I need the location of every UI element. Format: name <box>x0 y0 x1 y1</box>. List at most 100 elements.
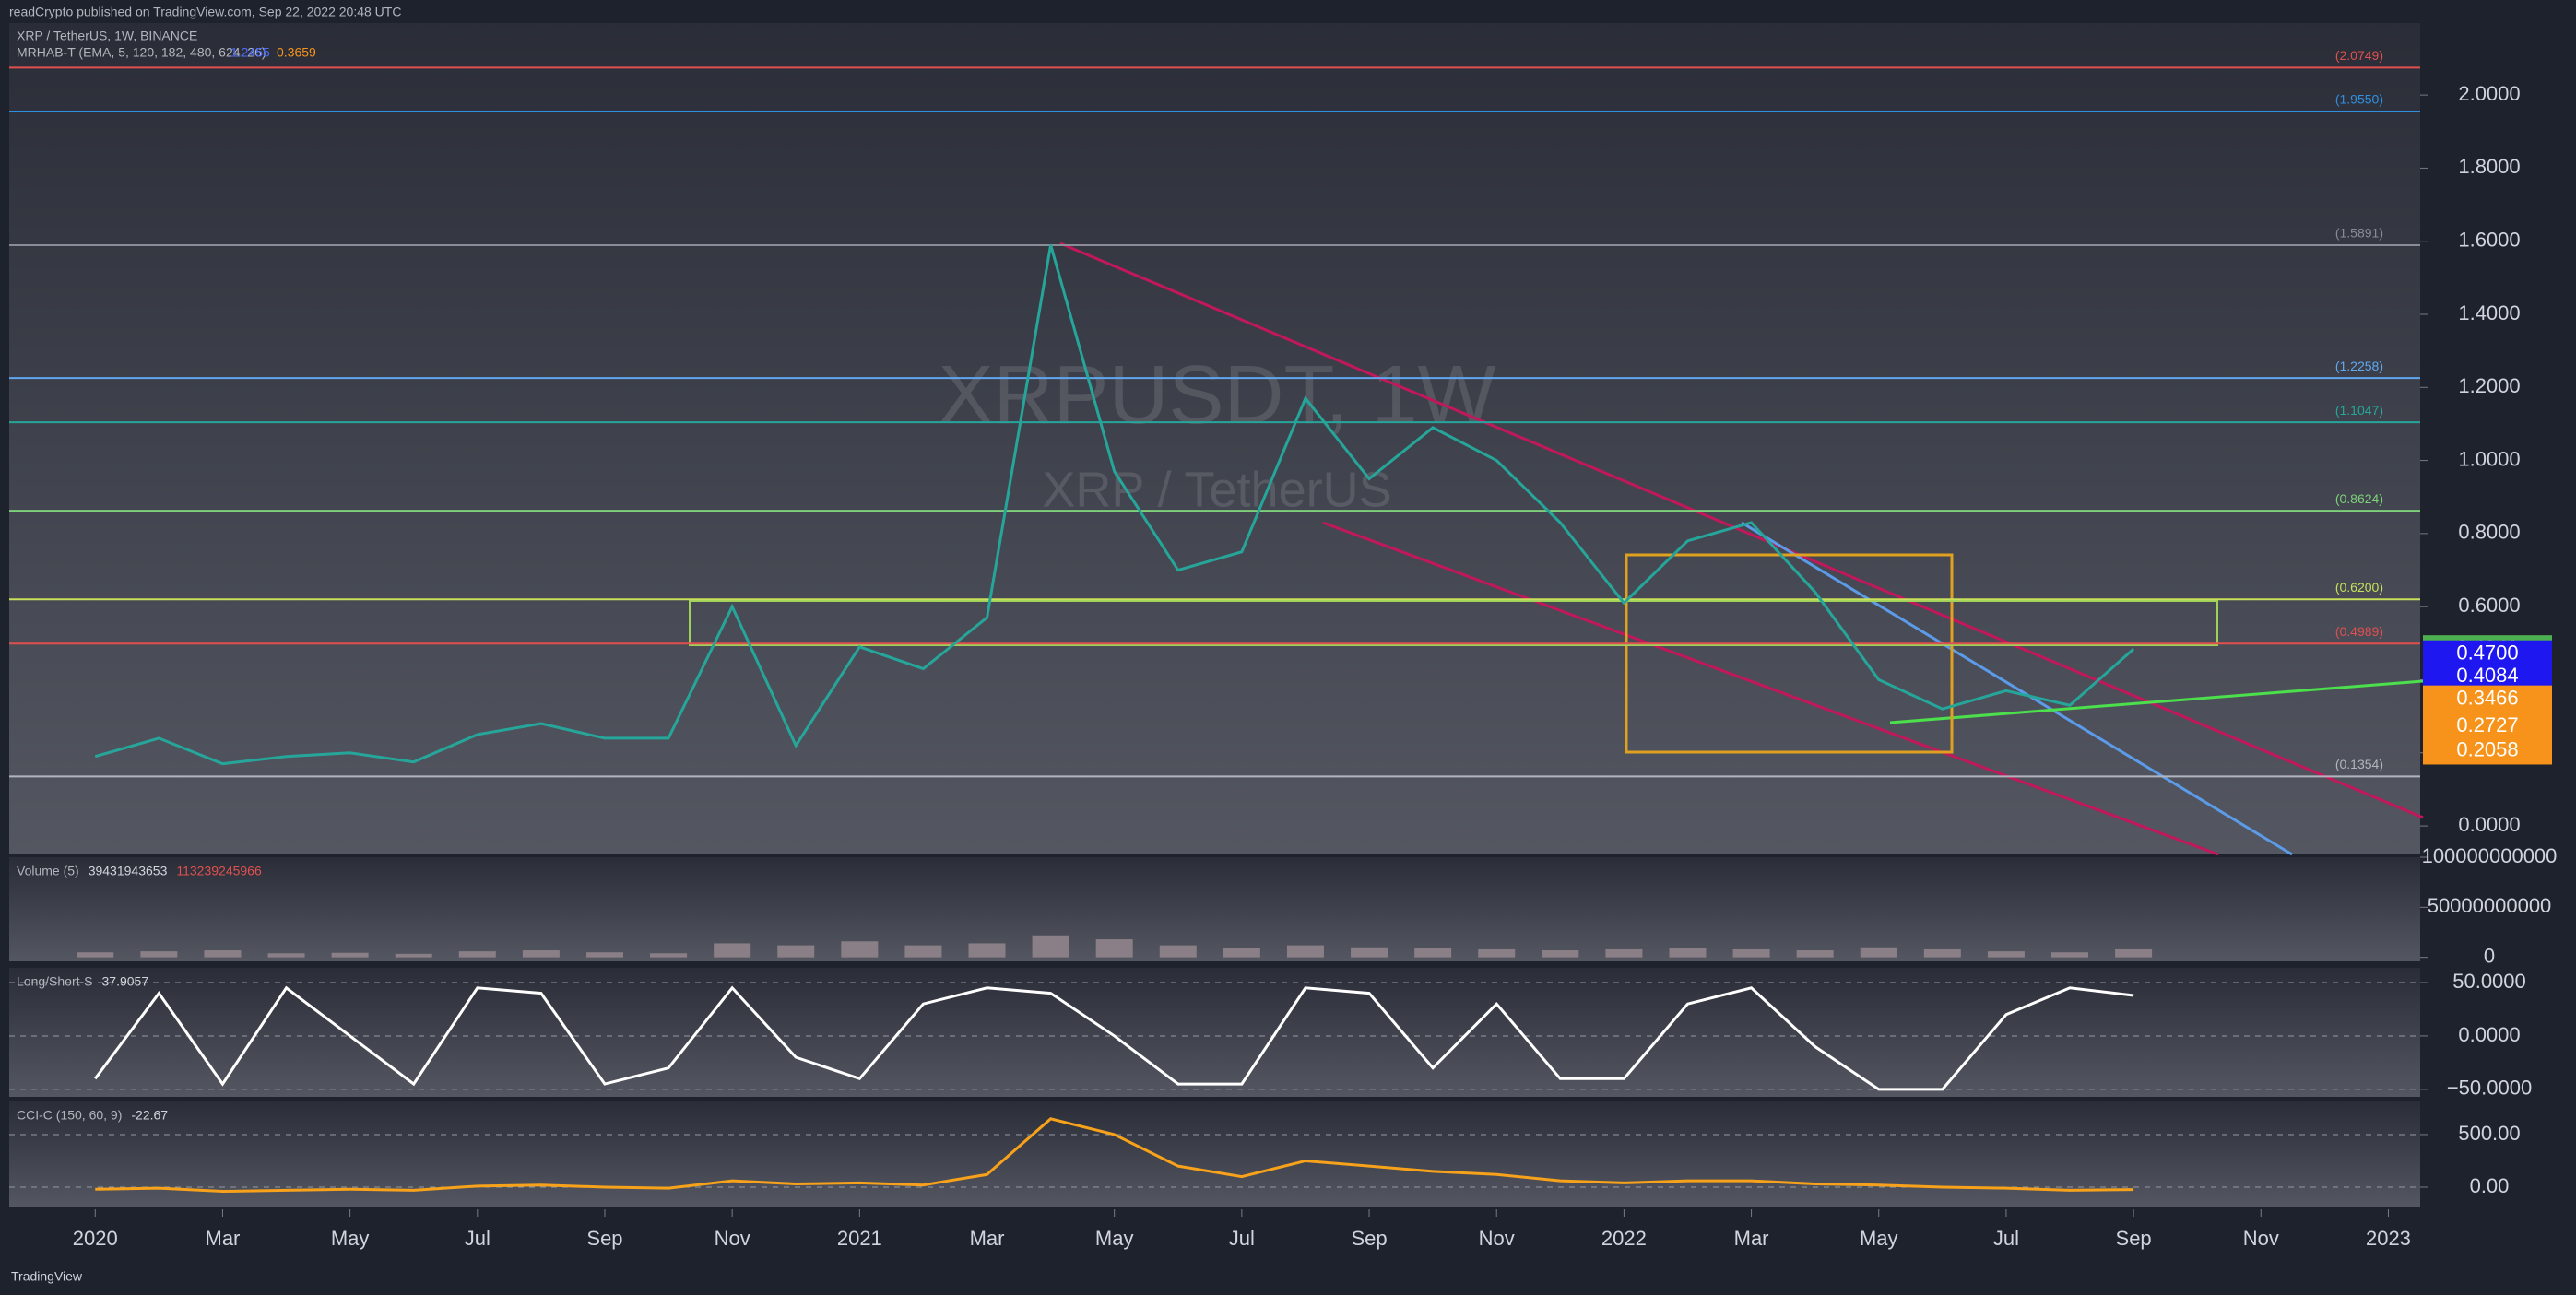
volume-bar <box>585 952 623 958</box>
y-tick-label: 1.2000 <box>2458 374 2520 397</box>
volume-bar <box>1669 948 1707 958</box>
price-badge-label: 0.3466 <box>2456 686 2518 709</box>
level-label: (0.1354) <box>2335 757 2383 771</box>
level-label: (0.4989) <box>2335 624 2383 639</box>
volume-bar <box>1159 945 1197 958</box>
volume-bar <box>2051 952 2089 958</box>
x-tick-label: 2022 <box>1601 1227 1647 1250</box>
price-badge <box>2423 685 2552 713</box>
y-tick-label: 1.0000 <box>2458 447 2520 470</box>
y-tick-label: 0.0000 <box>2458 813 2520 836</box>
watermark-sub: XRP / TetherUS <box>1042 462 1391 517</box>
volume-bar <box>77 952 114 958</box>
volume-bar <box>2115 948 2153 958</box>
level-label: (1.2258) <box>2335 359 2383 373</box>
price-badge-label: 0.4700 <box>2456 642 2518 665</box>
indicator-value: 1.2455 <box>230 45 270 60</box>
y-tick-label: 0.0000 <box>2458 1023 2520 1046</box>
level-label: (2.0749) <box>2335 48 2383 63</box>
y-tick-label: 1.4000 <box>2458 301 2520 324</box>
level-label: (1.9550) <box>2335 92 2383 107</box>
pane-title: Volume (5) <box>17 864 79 878</box>
x-tick-label: Mar <box>1734 1227 1769 1250</box>
level-label: (1.1047) <box>2335 403 2383 418</box>
volume-bar <box>1987 951 2025 958</box>
series-line <box>95 1117 2134 1194</box>
indicator-value: 0.3659 <box>277 45 316 60</box>
indicator: MRHAB-T (EMA, 5, 120, 182, 480, 624, 26) <box>17 45 266 60</box>
channel-upper <box>1059 241 2424 819</box>
y-tick-label: 50000000000 <box>2428 894 2552 917</box>
volume-bar <box>204 950 242 958</box>
x-tick-label: Jul <box>465 1227 490 1250</box>
y-tick-label: −50.0000 <box>2447 1077 2532 1100</box>
long-short-pane <box>9 968 2420 1097</box>
level-label: (0.8624) <box>2335 491 2383 506</box>
pane-title: Long/Short-S <box>17 974 93 989</box>
x-tick-label: May <box>1860 1227 1898 1250</box>
pane-title: CCI-C (150, 60, 9) <box>17 1108 122 1123</box>
orange-box <box>1625 553 1954 754</box>
volume-bar <box>968 943 1006 958</box>
x-tick-label: Sep <box>1351 1227 1387 1250</box>
main-pane <box>9 23 2420 854</box>
y-tick-label: 500.00 <box>2458 1122 2520 1145</box>
volume-bar <box>1032 935 1069 958</box>
volume-bar <box>267 953 305 958</box>
volume-bar <box>1923 948 1961 958</box>
cci-pane <box>9 1101 2420 1207</box>
price-badge-label: 0.2058 <box>2456 737 2518 760</box>
footer: TradingView <box>11 1269 83 1284</box>
channel-lower <box>1322 521 2219 856</box>
support-line <box>1889 679 2424 724</box>
pane-legend-value: 113239245966 <box>176 864 262 878</box>
volume-bar <box>1605 948 1643 958</box>
green-box <box>689 600 2218 646</box>
x-tick-label: May <box>331 1227 370 1250</box>
volume-bar <box>140 951 178 958</box>
y-tick-label: 1.6000 <box>2458 229 2520 252</box>
volume-bar <box>1286 945 1324 958</box>
x-tick-label: Jul <box>1229 1227 1255 1250</box>
volume-bar <box>1095 939 1133 958</box>
pane-legend-value: -22.67 <box>131 1108 168 1123</box>
volume-bar <box>1732 948 1770 958</box>
series-line <box>94 985 2134 1091</box>
volume-bar <box>650 953 688 958</box>
x-tick-label: Nov <box>2243 1227 2279 1250</box>
volume-pane <box>9 857 2420 961</box>
watermark: XRPUSDT, 1W <box>938 349 1495 441</box>
x-tick-label: 2021 <box>837 1227 882 1250</box>
y-tick-label: 50.0000 <box>2452 970 2526 993</box>
volume-bar <box>777 945 815 958</box>
x-tick-label: Sep <box>586 1227 622 1250</box>
y-tick-label: 0.6000 <box>2458 594 2520 617</box>
symbol: XRP / TetherUS, 1W, BINANCE <box>17 29 197 43</box>
x-tick-label: Jul <box>1993 1227 2019 1250</box>
publisher: readCrypto published on TradingView.com,… <box>9 5 401 19</box>
volume-bar <box>395 953 432 958</box>
volume-bar <box>714 943 751 958</box>
x-tick-label: 2023 <box>2366 1227 2411 1250</box>
y-tick-label: 100000000000 <box>2422 844 2558 867</box>
level-label: (0.6200) <box>2335 580 2383 595</box>
x-tick-label: 2020 <box>73 1227 118 1250</box>
x-tick-label: Sep <box>2116 1227 2152 1250</box>
x-tick-label: Mar <box>970 1227 1005 1250</box>
y-tick-label: 0.8000 <box>2458 521 2520 544</box>
x-tick-label: May <box>1095 1227 1134 1250</box>
price-badge <box>2423 712 2552 740</box>
volume-bar <box>331 952 369 958</box>
y-tick-label: 0 <box>2484 944 2495 967</box>
y-tick-label: 2.0000 <box>2458 82 2520 105</box>
volume-bar <box>1351 947 1388 958</box>
price-badge-label: 0.2727 <box>2456 713 2518 736</box>
volume-bar <box>904 945 942 958</box>
volume-bar <box>458 951 496 958</box>
pane-legend-value: 37.9057 <box>102 974 149 989</box>
volume-bar <box>1796 950 1834 958</box>
volume-bar <box>1223 948 1260 958</box>
x-tick-label: Mar <box>206 1227 241 1250</box>
price-badge <box>2423 736 2552 765</box>
